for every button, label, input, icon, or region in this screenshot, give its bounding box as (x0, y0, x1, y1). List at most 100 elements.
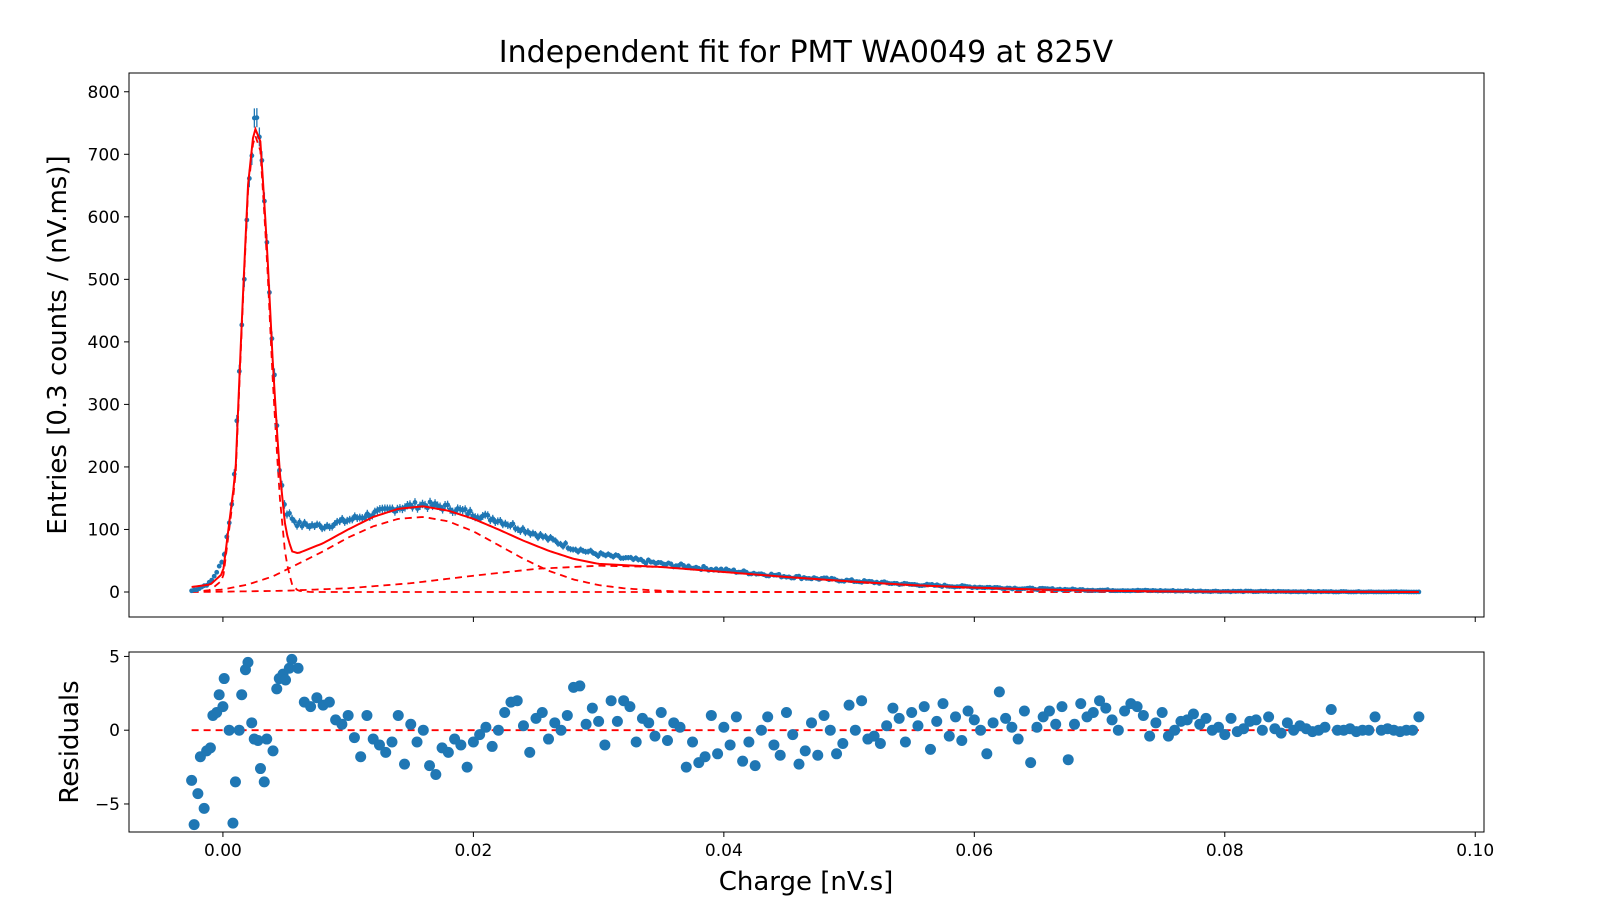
residual-point (549, 717, 561, 729)
residual-point (1213, 721, 1225, 733)
residual-point (511, 695, 523, 707)
residual-point (712, 748, 724, 760)
x-tick-label: 0.10 (1456, 841, 1494, 861)
residual-point (1000, 712, 1012, 724)
residual-point (361, 709, 373, 721)
residual-point (1144, 730, 1156, 742)
residual-point (899, 736, 911, 748)
residual-point (680, 761, 692, 773)
residual-point (480, 721, 492, 733)
residual-point (543, 733, 555, 745)
residual-point (323, 696, 335, 708)
residual-point (233, 724, 245, 736)
residual-point (517, 720, 529, 732)
data-point (292, 519, 297, 524)
residual-point (286, 653, 298, 665)
residual-point (474, 729, 486, 741)
residual-point (236, 689, 248, 701)
data-point (520, 526, 526, 531)
residual-point (593, 715, 605, 727)
residual-point (399, 758, 411, 770)
residual-point (699, 751, 711, 763)
residual-point (1106, 714, 1118, 726)
x-tick-label: 0.04 (705, 841, 743, 861)
residual-point (1225, 712, 1237, 724)
residual-point (1363, 724, 1375, 736)
residual-point (373, 739, 385, 751)
residual-point (267, 745, 279, 757)
residual-point (283, 662, 295, 674)
y-tick-label: 300 (88, 395, 120, 415)
residual-point (755, 724, 767, 736)
y-tick-label: 600 (88, 208, 120, 228)
residual-point (417, 724, 429, 736)
residual-point (762, 711, 774, 723)
residual-point (981, 748, 993, 760)
data-point (211, 573, 217, 579)
residual-point (605, 695, 617, 707)
residual-point (1256, 724, 1268, 736)
residual-point (305, 701, 317, 713)
residual-point (258, 776, 270, 788)
data-point (465, 511, 471, 517)
residual-point (956, 735, 968, 747)
residual-point (1319, 721, 1331, 733)
residual-point (1187, 708, 1199, 720)
residual-point (1112, 724, 1124, 736)
residual-point (881, 720, 893, 732)
residual-point (806, 717, 818, 729)
residual-point (780, 706, 792, 718)
residual-point (252, 735, 264, 747)
residual-point (1156, 706, 1168, 718)
x-axis-label: Charge [nV.s] (719, 867, 894, 897)
data-point (412, 500, 418, 505)
residual-point (893, 712, 905, 724)
residual-point (868, 730, 880, 742)
residual-point (1068, 718, 1080, 730)
data-point (490, 516, 496, 522)
data-point (294, 523, 300, 529)
data-point (510, 521, 516, 527)
residual-point (336, 718, 348, 730)
residuals-y-axis-ticks: −5 0 5 (95, 647, 129, 815)
residual-point (392, 709, 404, 721)
data-point (643, 560, 649, 566)
residual-point (975, 724, 987, 736)
residual-point (1100, 702, 1112, 714)
residual-point (254, 763, 266, 775)
residual-point (198, 802, 210, 814)
data-point (317, 522, 323, 528)
residual-point (730, 711, 742, 723)
residual-point (924, 743, 936, 755)
residual-point (768, 739, 780, 751)
residual-point (1413, 711, 1425, 723)
residual-point (348, 732, 360, 744)
residual-point (555, 724, 567, 736)
y-tick-label: 200 (88, 458, 120, 478)
y-tick-label: 100 (88, 520, 120, 540)
residual-point (718, 721, 730, 733)
residual-point (611, 715, 623, 727)
residual-point (461, 761, 473, 773)
data-point (497, 518, 503, 524)
residual-point (1094, 695, 1106, 707)
residual-point (987, 717, 999, 729)
residuals-plot-panel: −505 0.00 0.02 0.04 0.06 0.08 0.10 Residuals … (55, 647, 1494, 897)
residual-point (580, 718, 592, 730)
residual-point (355, 751, 367, 763)
residual-point (849, 724, 861, 736)
residual-point (1238, 723, 1250, 735)
data-point (445, 502, 451, 508)
residual-point (311, 692, 323, 704)
residual-point (486, 740, 498, 752)
residual-point (962, 705, 974, 717)
residual-point (856, 695, 868, 707)
residual-point (1150, 717, 1162, 729)
main-y-axis-ticks: 0 100 200 300 400 500 600 700 800 (88, 83, 129, 603)
residual-point (271, 683, 283, 695)
residual-point (1369, 711, 1381, 723)
residual-point (624, 701, 636, 713)
residual-point (492, 724, 504, 736)
residual-point (824, 724, 836, 736)
residual-point (204, 742, 216, 754)
